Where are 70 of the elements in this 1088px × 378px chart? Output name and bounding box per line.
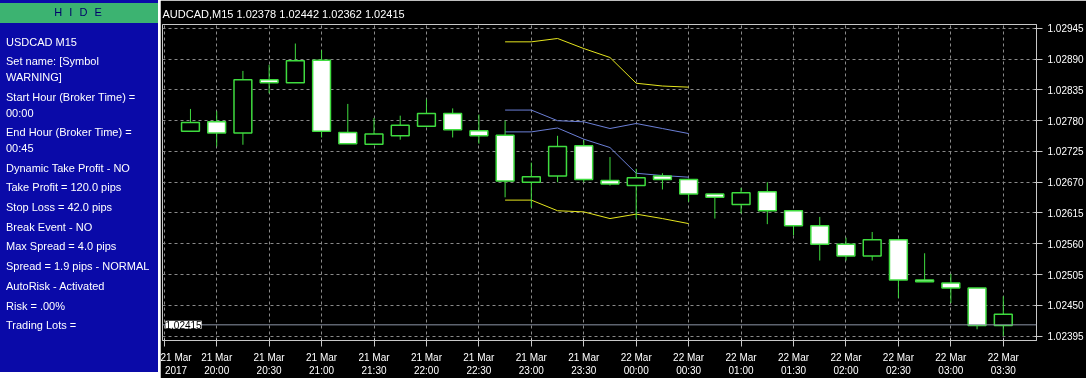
candlestick <box>810 216 830 262</box>
candlestick <box>180 108 201 133</box>
candlestick <box>941 273 961 304</box>
text: Max Spread = 4.0 pips <box>5 239 118 255</box>
candlestick <box>705 193 725 220</box>
candlestick <box>626 168 646 220</box>
candlestick <box>914 252 935 283</box>
candlestick <box>443 107 463 138</box>
candlestick <box>731 187 751 215</box>
text: Start Hour (Broker Time) = 00:00 <box>5 89 137 121</box>
text: Risk = .00% <box>5 298 66 314</box>
candlestick <box>364 117 384 145</box>
candlestick <box>757 181 777 225</box>
x-tick-label: 21 Mar 20:30 <box>253 351 286 376</box>
x-tick-label: 22 Mar 02:00 <box>830 351 863 376</box>
candlestick <box>259 64 279 94</box>
y-tick-label: 1.02780 <box>1047 115 1085 127</box>
y-tick-label: 1.02505 <box>1047 269 1085 281</box>
y-tick-label: 1.02395 <box>1047 331 1085 343</box>
candlestick <box>600 156 620 187</box>
x-tick-label: 21 Mar 23:30 <box>568 351 600 376</box>
chart-title: AUDCAD,M15 1.02378 1.02442 1.02362 1.02415 <box>162 7 405 20</box>
text: Stop Loss = 42.0 pips <box>5 200 114 216</box>
y-tick-label: 1.02670 <box>1047 177 1085 189</box>
text: Dynamic Take Profit - NO <box>5 160 131 176</box>
y-tick-label: 1.02560 <box>1047 238 1085 250</box>
candlestick <box>836 237 856 262</box>
x-tick-label: 21 Mar 22:00 <box>410 351 443 376</box>
candlestick <box>416 98 437 128</box>
x-tick-label: 21 Mar 22:30 <box>463 351 496 376</box>
line-series <box>504 37 690 88</box>
x-tick-label: 22 Mar 01:00 <box>725 351 758 376</box>
y-tick-label: 1.02450 <box>1047 300 1085 312</box>
candlestick <box>390 115 410 141</box>
line-series <box>504 109 690 135</box>
x-tick-label: 22 Mar 01:30 <box>777 351 810 376</box>
x-tick-label: 21 Mar 21:30 <box>358 351 391 376</box>
x-tick-label: 22 Mar 00:30 <box>673 351 705 376</box>
text: Take Profit = 120.0 pips <box>5 180 123 196</box>
x-tick-label: 22 Mar 03:00 <box>935 351 968 376</box>
candlestick <box>862 231 882 262</box>
x-tick-label: 21 Mar 21:00 <box>306 351 338 376</box>
candlestick <box>285 43 306 84</box>
text: Set name: [Symbol WARNING] <box>5 54 100 86</box>
candlestick <box>783 209 804 236</box>
candlestick <box>207 110 227 147</box>
text: USDCAD M15 <box>5 34 78 50</box>
text: Trading Lots = <box>5 318 78 334</box>
y-tick-label: 1.02945 <box>1047 23 1085 35</box>
x-tick-label: 21 Mar 2017 <box>160 351 193 376</box>
ref-line-label: 1.02415 <box>165 319 203 331</box>
x-tick-label: 21 Mar 20:00 <box>201 351 233 376</box>
text: H I D E <box>0 3 158 23</box>
x-tick-label: 22 Mar 02:30 <box>882 351 915 376</box>
candlestick <box>469 114 489 145</box>
text: Spread = 1.9 pips - NORMAL <box>5 259 151 275</box>
y-tick-label: 1.02835 <box>1047 84 1085 96</box>
candlestick <box>338 103 358 145</box>
text: Break Event - NO <box>5 219 94 235</box>
candlestick <box>678 178 699 203</box>
y-tick-label: 1.02890 <box>1047 54 1085 66</box>
text: End Hour (Broker Time) = 00:45 <box>5 125 133 156</box>
y-tick-label: 1.02615 <box>1047 207 1085 219</box>
y-tick-label: 1.02725 <box>1047 146 1085 158</box>
x-tick-label: 22 Mar 00:00 <box>620 351 653 376</box>
x-tick-label: 21 Mar 23:00 <box>515 351 548 376</box>
text: AutoRisk - Activated <box>5 278 106 294</box>
x-tick-label: 22 Mar 03:30 <box>987 351 1020 376</box>
candlestick <box>521 162 541 208</box>
line-series <box>504 199 690 225</box>
